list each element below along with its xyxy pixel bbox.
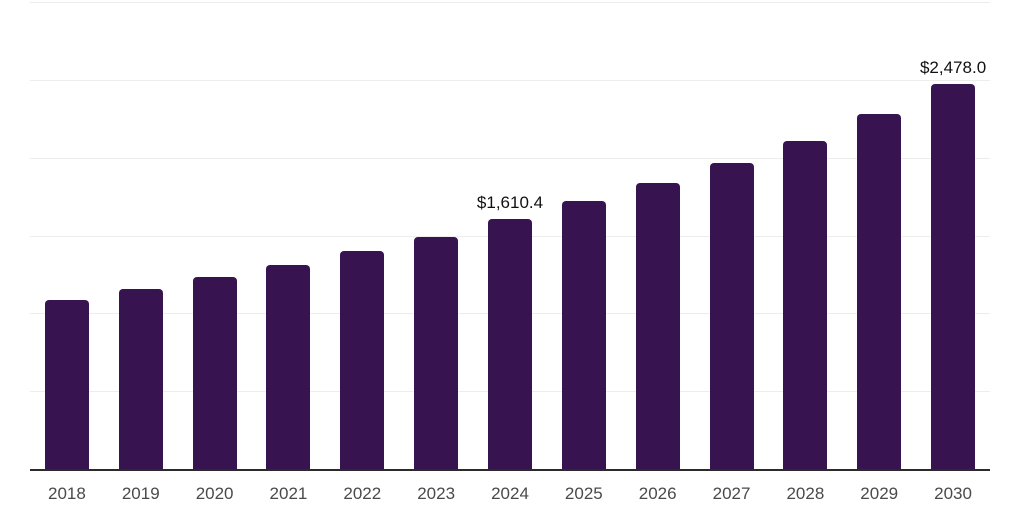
x-tick-2029: 2029 [860, 484, 899, 503]
x-tick-2027: 2027 [712, 484, 751, 503]
bar-2030 [931, 84, 976, 470]
bar-2026 [635, 182, 680, 470]
bar-2020 [192, 276, 237, 470]
bar-2023 [414, 237, 459, 470]
x-tick-2025: 2025 [564, 484, 603, 503]
bar-2019 [118, 288, 163, 470]
bar-2025 [561, 201, 606, 470]
plot-area: $1,610.4 $2,478.0 [30, 2, 990, 470]
x-tick-2023: 2023 [417, 484, 456, 503]
x-tick-2028: 2028 [786, 484, 825, 503]
x-tick-2022: 2022 [343, 484, 382, 503]
data-label-2030: $2,478.0 [919, 58, 987, 78]
bar-2027 [709, 162, 754, 470]
gridline-3000 [30, 2, 990, 3]
x-tick-2021: 2021 [269, 484, 308, 503]
bar-2018 [44, 299, 89, 470]
x-tick-2026: 2026 [638, 484, 677, 503]
x-tick-2024: 2024 [491, 484, 529, 503]
x-axis-labels: 2018 2019 2020 2021 2022 2023 2024 2025 2026 2027… [30, 484, 990, 508]
gridline-2000 [30, 157, 990, 159]
bar-2028 [783, 140, 828, 470]
bar-2029 [857, 114, 902, 470]
bar-2022 [340, 251, 385, 470]
x-tick-2020: 2020 [195, 484, 234, 503]
data-label-2024: $1,610.4 [476, 193, 544, 213]
x-axis-line [30, 469, 990, 471]
bar-2024 [488, 219, 532, 470]
x-tick-2019: 2019 [121, 484, 160, 503]
bar-2021 [266, 264, 311, 470]
x-tick-2030: 2030 [934, 484, 972, 503]
x-tick-2018: 2018 [48, 484, 86, 503]
gridline-2500 [30, 79, 990, 81]
